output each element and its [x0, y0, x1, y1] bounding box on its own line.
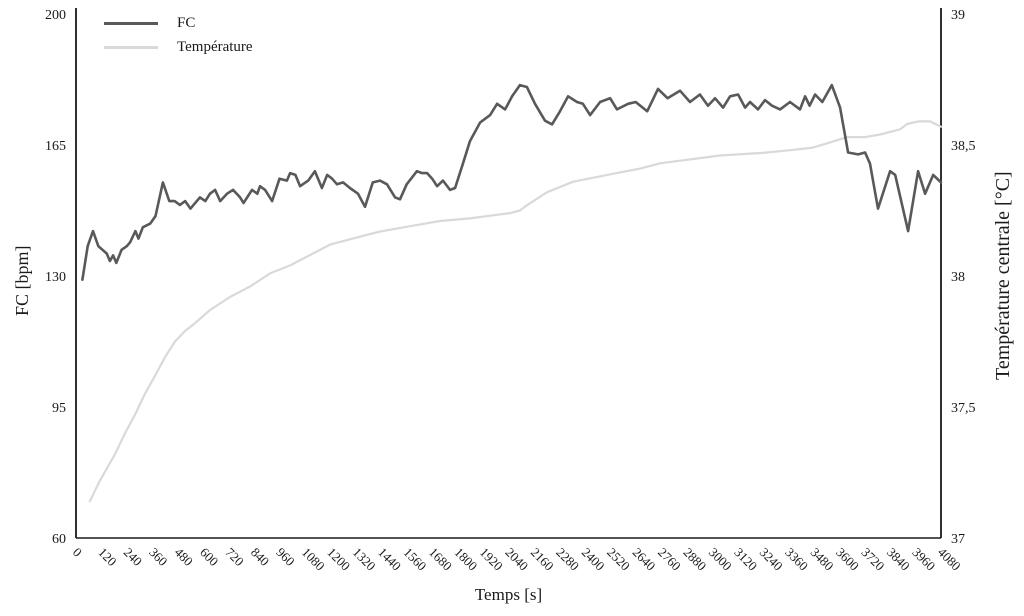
y-right-tick-label: 39 — [951, 8, 965, 23]
x-tick-label: 3600 — [833, 545, 862, 574]
x-tick-label: 3840 — [884, 545, 913, 574]
series-line-temp-rature — [88, 120, 943, 503]
x-tick-label: 2160 — [528, 545, 557, 574]
legend-label-fc: FC — [177, 14, 196, 31]
x-tick-label: 0 — [70, 545, 85, 560]
x-tick-label: 2400 — [579, 545, 608, 574]
y-axis-right-title: Température centrale [°C] — [992, 171, 1014, 380]
x-tick-label: 1320 — [350, 545, 379, 574]
x-tick-label: 3240 — [757, 545, 786, 574]
x-tick-label: 480 — [172, 545, 196, 569]
x-tick-label: 1440 — [375, 545, 404, 574]
y-right-tick-label: 37,5 — [951, 401, 976, 416]
x-tick-label: 3480 — [808, 545, 837, 574]
y-right-tick-label: 38 — [951, 270, 965, 285]
x-tick-label: 3120 — [731, 545, 760, 574]
x-tick-label: 2520 — [604, 545, 633, 574]
x-tick-label: 1800 — [451, 545, 480, 574]
legend-label-temperature: Température — [177, 38, 253, 55]
legend-line-swatch-fc — [104, 21, 158, 25]
x-tick-label: 1920 — [477, 545, 506, 574]
x-tick-label: 2640 — [630, 545, 659, 574]
x-tick-label: 3360 — [782, 545, 811, 574]
legend-item-temperature: Température — [104, 35, 253, 59]
x-tick-label: 3960 — [909, 545, 938, 574]
x-tick-label: 1680 — [426, 545, 455, 574]
y-left-tick-label: 165 — [45, 139, 66, 154]
x-tick-label: 2880 — [680, 545, 709, 574]
x-tick-label: 3000 — [706, 545, 735, 574]
x-tick-label: 4080 — [935, 545, 964, 574]
series-line-fc — [81, 83, 943, 281]
x-tick-label: 1200 — [324, 545, 353, 574]
y-axis-left-title: FC [bpm] — [12, 245, 32, 316]
x-tick-label: 1080 — [299, 545, 328, 574]
x-tick-label: 2760 — [655, 545, 684, 574]
x-tick-label: 960 — [273, 545, 297, 569]
x-tick-label: 1560 — [401, 545, 430, 574]
y-right-tick-label: 38,5 — [951, 139, 976, 154]
x-tick-label: 120 — [95, 545, 119, 569]
x-tick-label: 3720 — [859, 545, 888, 574]
x-tick-label: 240 — [121, 545, 145, 569]
x-tick-label: 600 — [197, 545, 221, 569]
x-axis-title: Temps [s] — [474, 585, 543, 604]
y-left-tick-label: 60 — [52, 532, 66, 547]
x-tick-label: 2040 — [502, 545, 531, 574]
legend: FC Température — [104, 11, 253, 59]
y-right-tick-label: 37 — [951, 532, 965, 547]
x-tick-label: 840 — [248, 545, 272, 569]
x-tick-label: 720 — [223, 545, 247, 569]
x-tick-label: 2280 — [553, 545, 582, 574]
y-left-tick-label: 200 — [45, 8, 66, 23]
legend-line-swatch-temperature — [104, 45, 158, 49]
legend-item-fc: FC — [104, 11, 253, 35]
x-tick-label: 360 — [146, 545, 170, 569]
y-left-tick-label: 95 — [52, 401, 66, 416]
y-left-tick-label: 130 — [45, 270, 66, 285]
